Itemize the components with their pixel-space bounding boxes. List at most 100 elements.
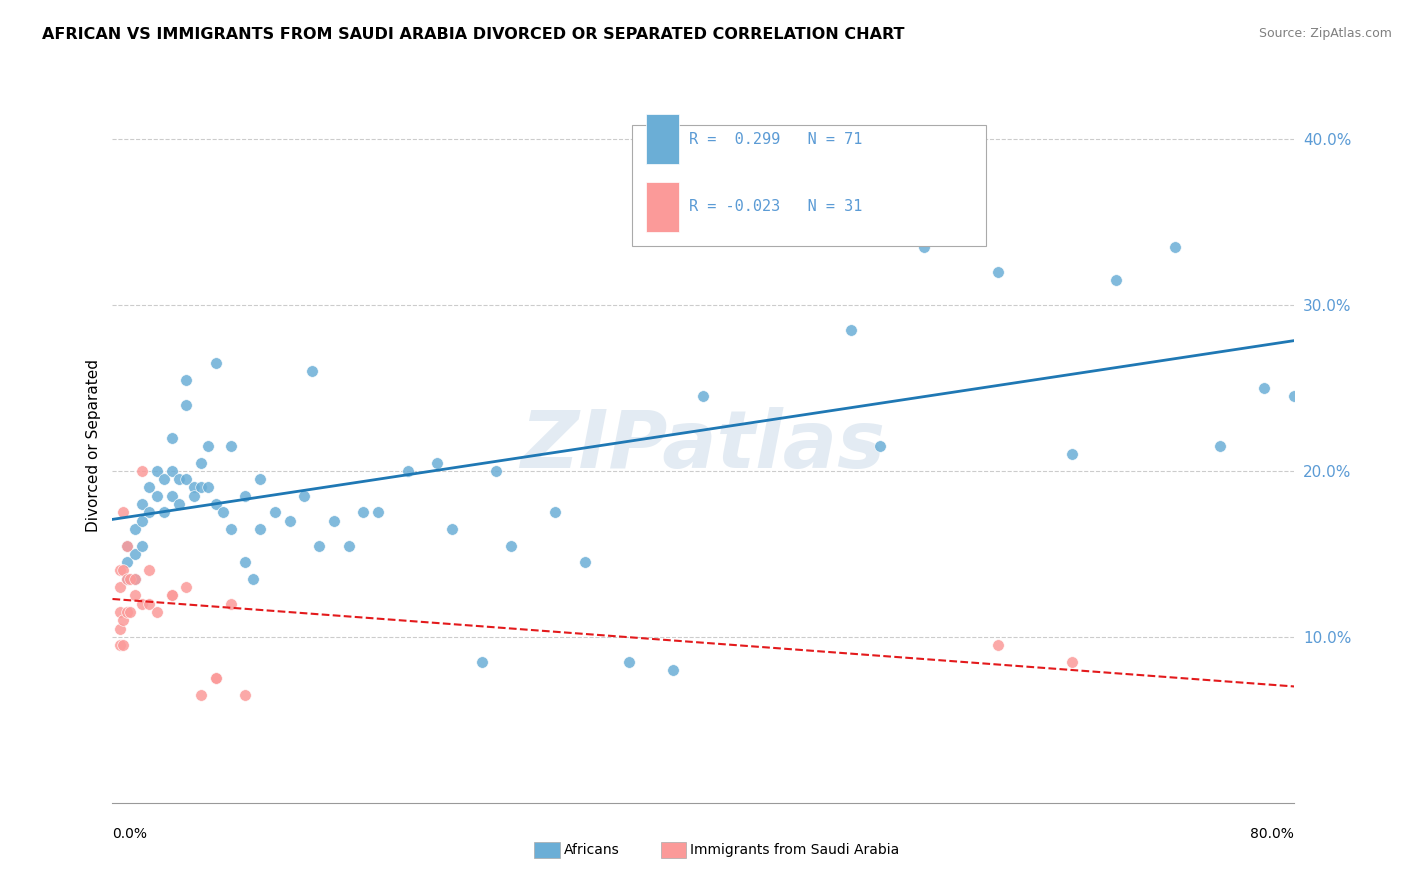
Point [212, 505, 235, 519]
Point [485, 464, 508, 478]
Point [131, 464, 153, 478]
Point [131, 497, 153, 511]
Point [219, 439, 242, 453]
Point [138, 597, 160, 611]
Point [124, 547, 146, 561]
Point [183, 481, 205, 495]
Point [249, 522, 271, 536]
Point [264, 505, 287, 519]
Point [120, 572, 142, 586]
Point [352, 505, 374, 519]
Point [160, 588, 183, 602]
Point [544, 505, 567, 519]
Point [174, 472, 197, 486]
Point [124, 572, 146, 586]
Point [249, 472, 271, 486]
Point [131, 597, 153, 611]
Point [117, 539, 138, 553]
Text: R = -0.023   N = 31: R = -0.023 N = 31 [689, 200, 862, 214]
Text: 80.0%: 80.0% [1250, 827, 1294, 841]
Point [131, 514, 153, 528]
Point [987, 265, 1010, 279]
Text: Immigrants from Saudi Arabia: Immigrants from Saudi Arabia [690, 843, 900, 857]
Point [308, 539, 330, 553]
Point [619, 655, 641, 669]
Point [1253, 381, 1275, 395]
Point [124, 572, 146, 586]
Point [278, 514, 301, 528]
Point [153, 505, 176, 519]
Point [205, 671, 228, 685]
Point [426, 456, 449, 470]
Point [501, 539, 523, 553]
Point [138, 505, 160, 519]
Point [111, 564, 134, 578]
Point [367, 505, 389, 519]
Point [146, 605, 169, 619]
Point [323, 514, 346, 528]
Point [111, 638, 134, 652]
Point [117, 555, 138, 569]
Point [721, 215, 744, 229]
Point [167, 472, 190, 486]
Point [1282, 389, 1305, 403]
Point [242, 572, 264, 586]
Point [174, 397, 197, 411]
Point [301, 364, 323, 378]
Point [337, 539, 360, 553]
Point [205, 356, 228, 370]
Point [987, 638, 1010, 652]
Point [839, 323, 862, 337]
Point [766, 190, 789, 204]
Text: ZIPatlas: ZIPatlas [520, 407, 886, 485]
Point [138, 481, 160, 495]
Bar [647, 114, 679, 164]
Bar [633, 125, 987, 246]
Point [233, 489, 256, 503]
Point [120, 605, 142, 619]
Point [174, 580, 197, 594]
Point [869, 439, 891, 453]
Point [233, 555, 256, 569]
Point [1164, 240, 1187, 254]
Point [574, 555, 596, 569]
Bar [647, 182, 679, 232]
Y-axis label: Divorced or Separated: Divorced or Separated [86, 359, 101, 533]
Point [233, 688, 256, 702]
Point [662, 663, 685, 677]
Point [292, 489, 315, 503]
Point [146, 464, 169, 478]
Point [108, 580, 131, 594]
Point [108, 564, 131, 578]
Point [146, 489, 169, 503]
Point [190, 688, 212, 702]
Point [167, 497, 190, 511]
Point [205, 671, 228, 685]
Point [219, 522, 242, 536]
Point [117, 572, 138, 586]
Point [441, 522, 464, 536]
Point [138, 564, 160, 578]
Point [117, 572, 138, 586]
Point [160, 464, 183, 478]
Point [160, 489, 183, 503]
Point [692, 389, 714, 403]
Text: 0.0%: 0.0% [112, 827, 148, 841]
Point [1062, 447, 1084, 461]
Point [111, 505, 134, 519]
Point [153, 472, 176, 486]
Point [117, 605, 138, 619]
Point [396, 464, 419, 478]
Point [470, 655, 494, 669]
Point [160, 588, 183, 602]
Point [108, 622, 131, 636]
Text: AFRICAN VS IMMIGRANTS FROM SAUDI ARABIA DIVORCED OR SEPARATED CORRELATION CHART: AFRICAN VS IMMIGRANTS FROM SAUDI ARABIA … [42, 27, 904, 42]
Point [183, 489, 205, 503]
Text: Africans: Africans [564, 843, 620, 857]
Point [197, 439, 219, 453]
Point [914, 240, 936, 254]
Point [190, 481, 212, 495]
Point [108, 638, 131, 652]
Point [174, 373, 197, 387]
Text: Source: ZipAtlas.com: Source: ZipAtlas.com [1258, 27, 1392, 40]
